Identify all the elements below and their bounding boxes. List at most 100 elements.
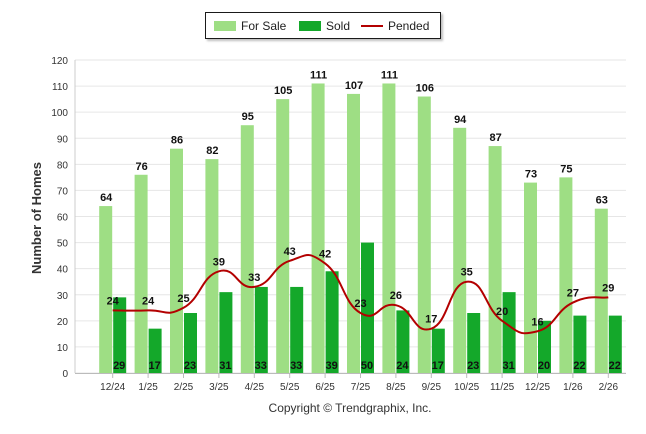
- bar-sold: [361, 242, 374, 373]
- data-label-sold: 20: [538, 360, 550, 372]
- x-tick-label: 9/25: [422, 382, 442, 393]
- x-tick-label: 2/26: [599, 382, 619, 393]
- data-label-pended: 29: [602, 282, 614, 294]
- bar-sold: [431, 328, 445, 373]
- x-tick-label: 1/25: [138, 382, 158, 393]
- for-sale-swatch-icon: [214, 21, 236, 31]
- data-labels: 64 29 76 17 86 23 82 31 95 33 105 33 111 39 107 50 111 24…: [100, 69, 621, 372]
- bar-sold: [290, 286, 304, 373]
- bar-for-sale: [417, 96, 431, 374]
- bar-sold: [608, 315, 622, 373]
- x-tick-label: 3/25: [209, 382, 229, 393]
- data-label-sold: 17: [432, 360, 444, 372]
- x-tick-label: 10/25: [454, 382, 479, 393]
- x-tick-label: 7/25: [351, 382, 371, 393]
- data-label-pended: 35: [461, 267, 473, 279]
- data-label-pended: 42: [319, 248, 331, 260]
- bar-for-sale: [347, 93, 360, 374]
- data-label-pended: 25: [177, 293, 189, 305]
- data-label-pended: 43: [284, 246, 296, 258]
- x-tick-label: 12/24: [100, 382, 125, 393]
- bar-for-sale: [205, 159, 219, 373]
- copyright-text: Copyright © Trendgraphix, Inc.: [268, 401, 432, 415]
- bar-sold: [254, 286, 268, 373]
- x-tick-label: 6/25: [315, 382, 335, 393]
- bar-for-sale: [134, 174, 148, 373]
- data-label-for-sale: 87: [489, 132, 501, 144]
- data-label-pended: 27: [567, 288, 579, 300]
- data-label-pended: 26: [390, 290, 402, 302]
- data-label-for-sale: 76: [135, 161, 147, 173]
- bar-sold: [467, 313, 481, 373]
- data-label-sold: 39: [325, 360, 337, 372]
- data-label-sold: 50: [361, 360, 373, 372]
- y-axis-title: Number of Homes: [29, 162, 44, 274]
- bar-sold: [148, 328, 162, 373]
- bar-sold: [113, 297, 127, 373]
- bar-sold: [325, 271, 339, 373]
- y-tick-label: 120: [51, 56, 68, 67]
- bars: [99, 83, 622, 374]
- y-tick-label: 50: [57, 239, 69, 250]
- data-label-for-sale: 86: [171, 135, 183, 147]
- data-label-pended: 33: [248, 272, 260, 284]
- y-tick-label: 20: [57, 317, 69, 328]
- bar-sold: [573, 315, 587, 373]
- data-label-pended: 24: [142, 295, 155, 307]
- pended-line-icon: [361, 25, 383, 27]
- bar-sold: [184, 313, 197, 373]
- y-axis: 0 10 20 30 40 50 60 70 80 90 100 110 120: [51, 56, 76, 380]
- x-tick-label: 11/25: [490, 382, 515, 393]
- data-label-for-sale: 106: [416, 83, 434, 95]
- data-label-sold: 17: [148, 360, 160, 372]
- data-label-pended: 39: [213, 256, 225, 268]
- data-label-pended: 20: [496, 306, 508, 318]
- data-label-sold: 23: [184, 360, 196, 372]
- data-label-for-sale: 111: [310, 69, 327, 81]
- bar-for-sale: [524, 182, 537, 373]
- y-tick-label: 110: [52, 82, 68, 93]
- bar-sold: [502, 292, 516, 373]
- x-tick-label: 12/25: [525, 382, 550, 393]
- data-label-for-sale: 75: [560, 163, 572, 175]
- bar-for-sale: [594, 208, 608, 373]
- data-label-sold: 22: [573, 360, 585, 372]
- bar-sold: [219, 292, 233, 373]
- data-label-for-sale: 107: [345, 80, 363, 92]
- pended-line: [112, 254, 609, 335]
- bar-for-sale: [311, 83, 325, 373]
- pended-series-line: [112, 254, 609, 335]
- y-tick-label: 10: [57, 343, 69, 354]
- bar-for-sale: [276, 99, 290, 373]
- y-tick-label: 70: [57, 186, 69, 197]
- bar-for-sale: [559, 177, 573, 373]
- data-label-pended: 24: [107, 295, 120, 307]
- data-label-sold: 33: [290, 360, 302, 372]
- bar-sold: [396, 310, 410, 373]
- data-label-pended: 23: [354, 298, 366, 310]
- x-axis: 12/24 1/25 2/25 3/25 4/25 5/25 6/25 7/25 8/25 9/2…: [75, 373, 626, 393]
- x-tick-label: 8/25: [386, 382, 406, 393]
- y-tick-label: 90: [57, 134, 69, 145]
- data-label-sold: 31: [502, 360, 514, 372]
- data-label-sold: 24: [396, 360, 409, 372]
- data-label-sold: 31: [219, 360, 231, 372]
- bar-sold: [538, 320, 551, 373]
- data-label-sold: 29: [113, 360, 125, 372]
- data-label-for-sale: 94: [454, 114, 467, 126]
- legend-label-pended: Pended: [388, 19, 430, 33]
- y-tick-label: 60: [57, 213, 69, 224]
- data-label-pended: 17: [425, 314, 437, 326]
- y-tick-label: 0: [62, 369, 68, 380]
- y-tick-label: 80: [57, 160, 69, 171]
- y-tick-label: 30: [57, 291, 69, 302]
- x-tick-label: 1/26: [563, 382, 583, 393]
- x-tick-label: 2/25: [174, 382, 194, 393]
- data-label-sold: 33: [255, 360, 267, 372]
- x-tick-label: 4/25: [245, 382, 265, 393]
- legend-label-sold: Sold: [326, 19, 351, 33]
- legend: For Sale Sold Pended: [205, 12, 441, 39]
- data-label-for-sale: 105: [274, 85, 292, 97]
- data-label-for-sale: 63: [596, 195, 608, 207]
